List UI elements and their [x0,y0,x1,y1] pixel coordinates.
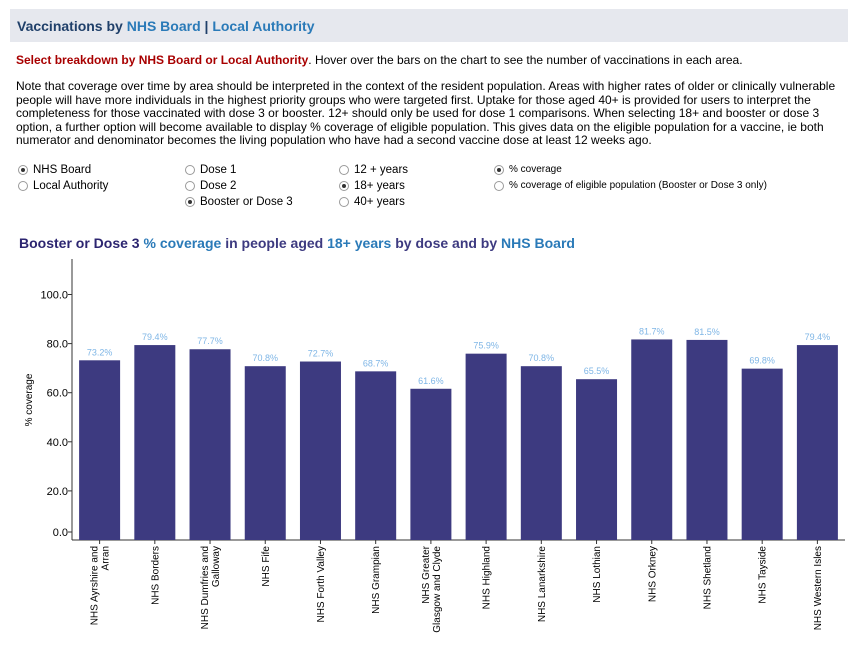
radio-dose-1[interactable]: Dose 1 [185,164,236,176]
radio-circle[interactable] [339,197,349,207]
radio-coverage[interactable]: % coverage [494,164,562,175]
select-breakdown-text: Select breakdown by NHS Board or Local A… [16,53,309,67]
y-tick-label: 80.0 [47,339,68,351]
nhs-board-link[interactable]: NHS Board [126,18,201,34]
bar-4 [244,366,286,540]
bar-data-label: 81.5% [694,327,720,337]
bar-data-label: 65.5% [584,366,610,376]
bar-data-label: 75.9% [473,341,499,351]
x-tick-label: NHS Lothian [592,546,603,603]
instruction-line: Select breakdown by NHS Board or Local A… [16,53,743,67]
coverage-note: Note that coverage over time by area sho… [16,79,836,148]
y-tick-label: 60.0 [47,388,68,400]
x-tick-label: NHS Highland [482,546,493,609]
y-tick-label: 40.0 [47,437,68,449]
bar-data-label: 70.8% [529,353,555,363]
bar-8 [465,353,507,540]
bar-data-label: 72.7% [308,349,334,359]
radio-circle[interactable] [339,165,349,175]
radio-dose-2[interactable]: Dose 2 [185,180,236,192]
radio-18-plus[interactable]: 18+ years [339,180,405,192]
bar-data-label: 69.8% [749,356,775,366]
bar-data-label: 73.2% [87,347,113,357]
bar-data-label: 70.8% [252,353,278,363]
radio-circle[interactable] [494,180,504,191]
bar-14 [796,345,838,540]
y-axis-title: % coverage [24,373,35,426]
bar-data-label: 61.6% [418,376,444,386]
bar-data-label: 77.7% [197,336,223,346]
hover-instruction: . Hover over the bars on the chart to se… [308,53,743,67]
bar-data-label: 68.7% [363,358,389,368]
x-tick-label: NHS Grampian [371,546,382,614]
x-tick-label: NHS Borders [150,546,161,605]
bar-2 [134,345,176,540]
local-authority-link[interactable]: Local Authority [212,18,315,34]
bar-11 [631,339,673,540]
x-tick-label: NHS Orkney [647,546,658,602]
x-tick-label: NHS GreaterGlasgow and Clyde [421,545,443,632]
radio-12-plus[interactable]: 12 + years [339,164,408,176]
radio-circle[interactable] [185,165,195,175]
bar-6 [355,371,397,540]
radio-circle[interactable] [185,181,195,191]
radio-circle[interactable] [18,165,28,175]
bar-1 [79,360,121,540]
radio-circle[interactable] [18,181,28,191]
x-tick-label: NHS Ayrshire andArran [90,546,112,625]
radio-coverage-eligible[interactable]: % coverage of eligible population (Boost… [494,180,767,191]
radio-circle[interactable] [185,197,195,207]
bar-5 [299,361,341,540]
x-tick-label: NHS Shetland [702,546,713,609]
bar-9 [520,366,562,540]
bar-3 [189,349,231,540]
x-tick-label: NHS Fife [261,546,272,587]
radio-circle[interactable] [494,164,504,175]
page-title: Vaccinations by NHS Board | Local Author… [17,18,315,34]
x-tick-label: NHS Western Isles [813,546,824,630]
x-tick-label: NHS Lanarkshire [537,546,548,623]
bar-7 [410,388,452,540]
y-tick-label: 100.0 [40,290,68,302]
radio-local-authority[interactable]: Local Authority [18,180,108,192]
bar-13 [741,368,783,540]
radio-booster-dose-3[interactable]: Booster or Dose 3 [185,196,293,208]
radio-nhs-board[interactable]: NHS Board [18,164,91,176]
bar-data-label: 79.4% [805,332,831,342]
chart-title: Booster or Dose 3 % coverage in people a… [19,235,575,251]
y-tick-label: 20.0 [47,486,68,498]
x-tick-label: NHS Forth Valley [316,546,327,623]
y-tick-label: 0.0 [53,527,68,539]
x-tick-label: NHS Tayside [758,546,769,604]
page-header: Vaccinations by NHS Board | Local Author… [10,9,848,42]
bar-data-label: 79.4% [142,332,168,342]
radio-circle[interactable] [339,181,349,191]
bar-10 [576,379,618,540]
bar-data-label: 81.7% [639,326,665,336]
x-tick-label: NHS Dumfries andGalloway [200,546,222,629]
bar-12 [686,339,728,540]
radio-40-plus[interactable]: 40+ years [339,196,405,208]
